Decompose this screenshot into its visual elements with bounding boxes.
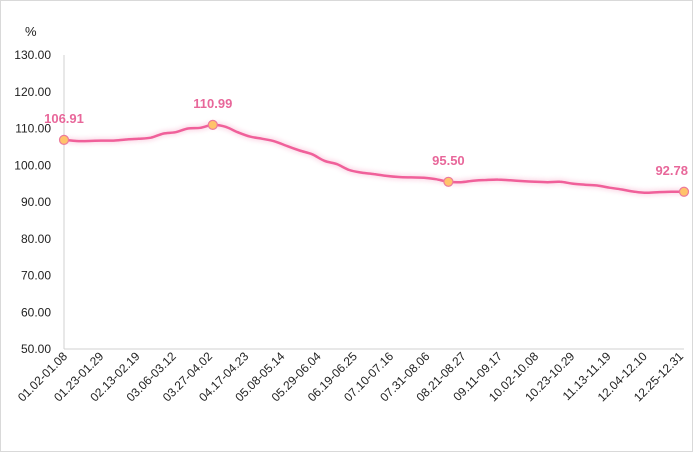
- data-markers: [58, 119, 690, 197]
- data-label: 110.99: [193, 96, 232, 111]
- data-point-marker: [207, 119, 218, 130]
- data-point-marker: [58, 134, 70, 145]
- y-tick-label: 60.00: [21, 305, 51, 319]
- data-point-marker: [443, 176, 454, 187]
- data-label: 95.50: [432, 153, 465, 168]
- y-tick-label: 130.00: [14, 48, 51, 62]
- data-point-marker: [678, 186, 690, 197]
- series-layer: [62, 121, 686, 196]
- data-label: 106.91: [44, 111, 84, 126]
- y-tick-label: 120.00: [14, 85, 51, 99]
- x-axis-ticks: 01.02-01.0801.23-01.2902.13-02.1903.06-0…: [15, 349, 686, 404]
- y-tick-label: 80.00: [21, 232, 51, 246]
- y-tick-label: 110.00: [15, 122, 51, 136]
- data-labels: 106.91 110.99 95.50 92.78: [44, 96, 688, 178]
- y-tick-label: 100.00: [14, 158, 51, 172]
- y-axis-ticks: 50.00 60.00 70.00 80.00 90.00 100.00 110.00 120…: [14, 48, 51, 356]
- y-tick-label: 90.00: [21, 195, 51, 209]
- data-label: 92.78: [655, 163, 688, 178]
- y-axis-unit: %: [25, 24, 37, 39]
- series-line: [62, 123, 686, 195]
- y-tick-label: 50.00: [21, 342, 51, 356]
- y-tick-label: 70.00: [21, 269, 51, 283]
